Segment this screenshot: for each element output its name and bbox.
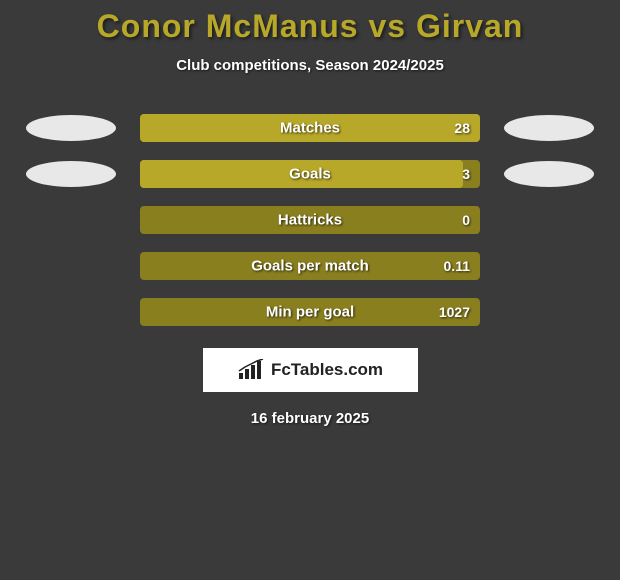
subtitle: Club competitions, Season 2024/2025 <box>0 57 620 74</box>
stat-value: 0.11 <box>444 258 470 274</box>
stat-row: Goals 3 <box>0 160 620 188</box>
stat-rows: Matches 28 Goals 3 Hattricks 0 Goals per match… <box>0 114 620 326</box>
comparison-chart: Conor McManus vs Girvan Club competition… <box>0 0 620 427</box>
stat-bar: Matches 28 <box>140 114 480 142</box>
right-oval <box>504 161 594 187</box>
stat-value: 3 <box>462 166 470 182</box>
stat-value: 28 <box>454 120 470 136</box>
stat-bar: Goals per match 0.11 <box>140 252 480 280</box>
page-title: Conor McManus vs Girvan <box>0 8 620 45</box>
date-text: 16 february 2025 <box>0 410 620 427</box>
stat-bar: Min per goal 1027 <box>140 298 480 326</box>
stat-label: Goals per match <box>251 258 369 275</box>
stat-value: 0 <box>462 212 470 228</box>
stat-label: Min per goal <box>266 304 354 321</box>
stat-row: Goals per match 0.11 <box>0 252 620 280</box>
stat-bar: Hattricks 0 <box>140 206 480 234</box>
logo-text: FcTables.com <box>271 360 383 380</box>
logo-box[interactable]: FcTables.com <box>203 348 418 392</box>
stat-row: Min per goal 1027 <box>0 298 620 326</box>
stat-row: Matches 28 <box>0 114 620 142</box>
bars-icon <box>237 359 265 381</box>
stat-value: 1027 <box>439 304 470 320</box>
left-oval <box>26 115 116 141</box>
left-oval <box>26 161 116 187</box>
stat-row: Hattricks 0 <box>0 206 620 234</box>
stat-label: Matches <box>280 120 340 137</box>
stat-label: Hattricks <box>278 212 342 229</box>
stat-bar: Goals 3 <box>140 160 480 188</box>
stat-label: Goals <box>289 166 331 183</box>
right-oval <box>504 115 594 141</box>
